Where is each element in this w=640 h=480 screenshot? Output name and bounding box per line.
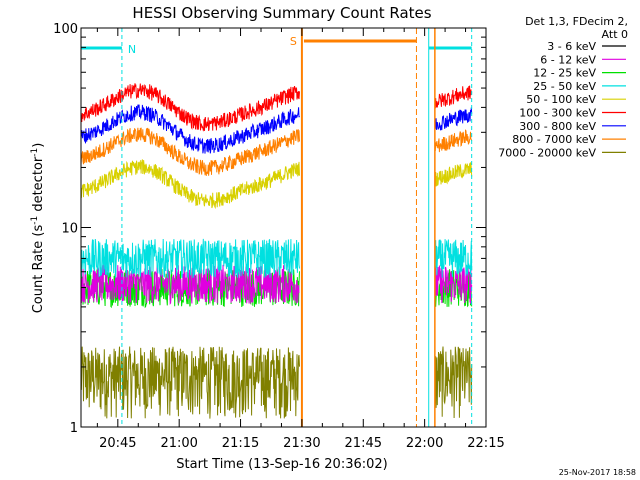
legend-entry-label: 50 - 100 keV	[526, 93, 596, 106]
saa-flag-label: S	[290, 35, 297, 48]
series-7000-20000kev	[80, 346, 473, 419]
legend-entry-label: 100 - 300 keV	[519, 107, 596, 120]
chart-title: HESSI Observing Summary Count Rates	[132, 4, 431, 22]
legend-entry: 3 - 6 keV	[547, 40, 626, 53]
series-trace	[434, 239, 473, 278]
x-tick-label: 21:30	[283, 436, 320, 451]
x-tick-label: 22:15	[467, 436, 504, 451]
x-tick-label: 21:15	[222, 436, 259, 451]
axis-ticks: 20:45 21:00 21:15 21:30 21:45 22:00 22:15 1 10 10…	[53, 22, 505, 451]
x-tick-label: 21:00	[160, 436, 197, 451]
legend-entry-label: 800 - 7000 keV	[512, 133, 596, 146]
series-trace	[434, 161, 473, 187]
legend-entry: 50 - 100 keV	[526, 93, 626, 106]
saa-flag-1: S	[290, 28, 417, 427]
series-trace	[434, 107, 473, 131]
legend-entry: 25 - 50 keV	[533, 80, 626, 93]
series-trace	[434, 269, 473, 308]
legend-entry: 7000 - 20000 keV	[498, 146, 626, 159]
series-300-800kev	[80, 104, 473, 154]
legend-entry-label: 300 - 800 keV	[519, 120, 596, 133]
series-trace	[80, 159, 300, 210]
legend-entry: 6 - 12 keV	[540, 53, 626, 66]
legend-entry: 100 - 300 keV	[519, 107, 626, 120]
y-tick-label: 1	[70, 421, 78, 436]
x-axis-label: Start Time (13-Sep-16 20:36:02)	[176, 457, 387, 472]
y-axis-label: Count Rate (s-1 detector-1)	[30, 143, 46, 314]
legend-header-line-2: Att 0	[602, 28, 628, 41]
series-trace	[80, 83, 300, 132]
x-tick-label: 22:00	[406, 436, 443, 451]
legend-header-line-1: Det 1,3, FDecim 2,	[525, 15, 628, 28]
series-trace	[434, 129, 473, 153]
series-800-7000kev	[80, 127, 473, 177]
x-tick-label: 21:45	[345, 436, 382, 451]
series-100-300kev	[80, 83, 473, 132]
legend-entry-label: 25 - 50 keV	[533, 80, 596, 93]
legend-entry-label: 7000 - 20000 keV	[498, 146, 596, 159]
x-tick-label: 20:45	[99, 436, 136, 451]
plot-area: NS	[80, 28, 473, 427]
night-flag-label: N	[128, 43, 136, 56]
y-tick-label: 10	[61, 222, 78, 237]
series-trace	[80, 238, 300, 278]
generation-timestamp: 25-Nov-2017 18:58	[559, 468, 636, 477]
series-25-50kev	[80, 238, 473, 278]
night-flag-2	[428, 28, 473, 427]
legend-entry-label: 3 - 6 keV	[547, 40, 596, 53]
series-trace	[80, 264, 300, 305]
series-trace	[80, 127, 300, 177]
legend-entry-label: 6 - 12 keV	[540, 53, 596, 66]
series-trace	[80, 346, 300, 419]
legend-entry: 12 - 25 keV	[533, 67, 626, 80]
series-trace	[434, 85, 473, 109]
series-50-100kev	[80, 159, 473, 210]
legend-entry: 300 - 800 keV	[519, 120, 626, 133]
legend-entry-label: 12 - 25 keV	[533, 67, 596, 80]
series-trace	[80, 104, 300, 154]
series-trace	[434, 346, 473, 419]
legend-entry: 800 - 7000 keV	[512, 133, 626, 146]
y-tick-label: 100	[53, 22, 78, 37]
